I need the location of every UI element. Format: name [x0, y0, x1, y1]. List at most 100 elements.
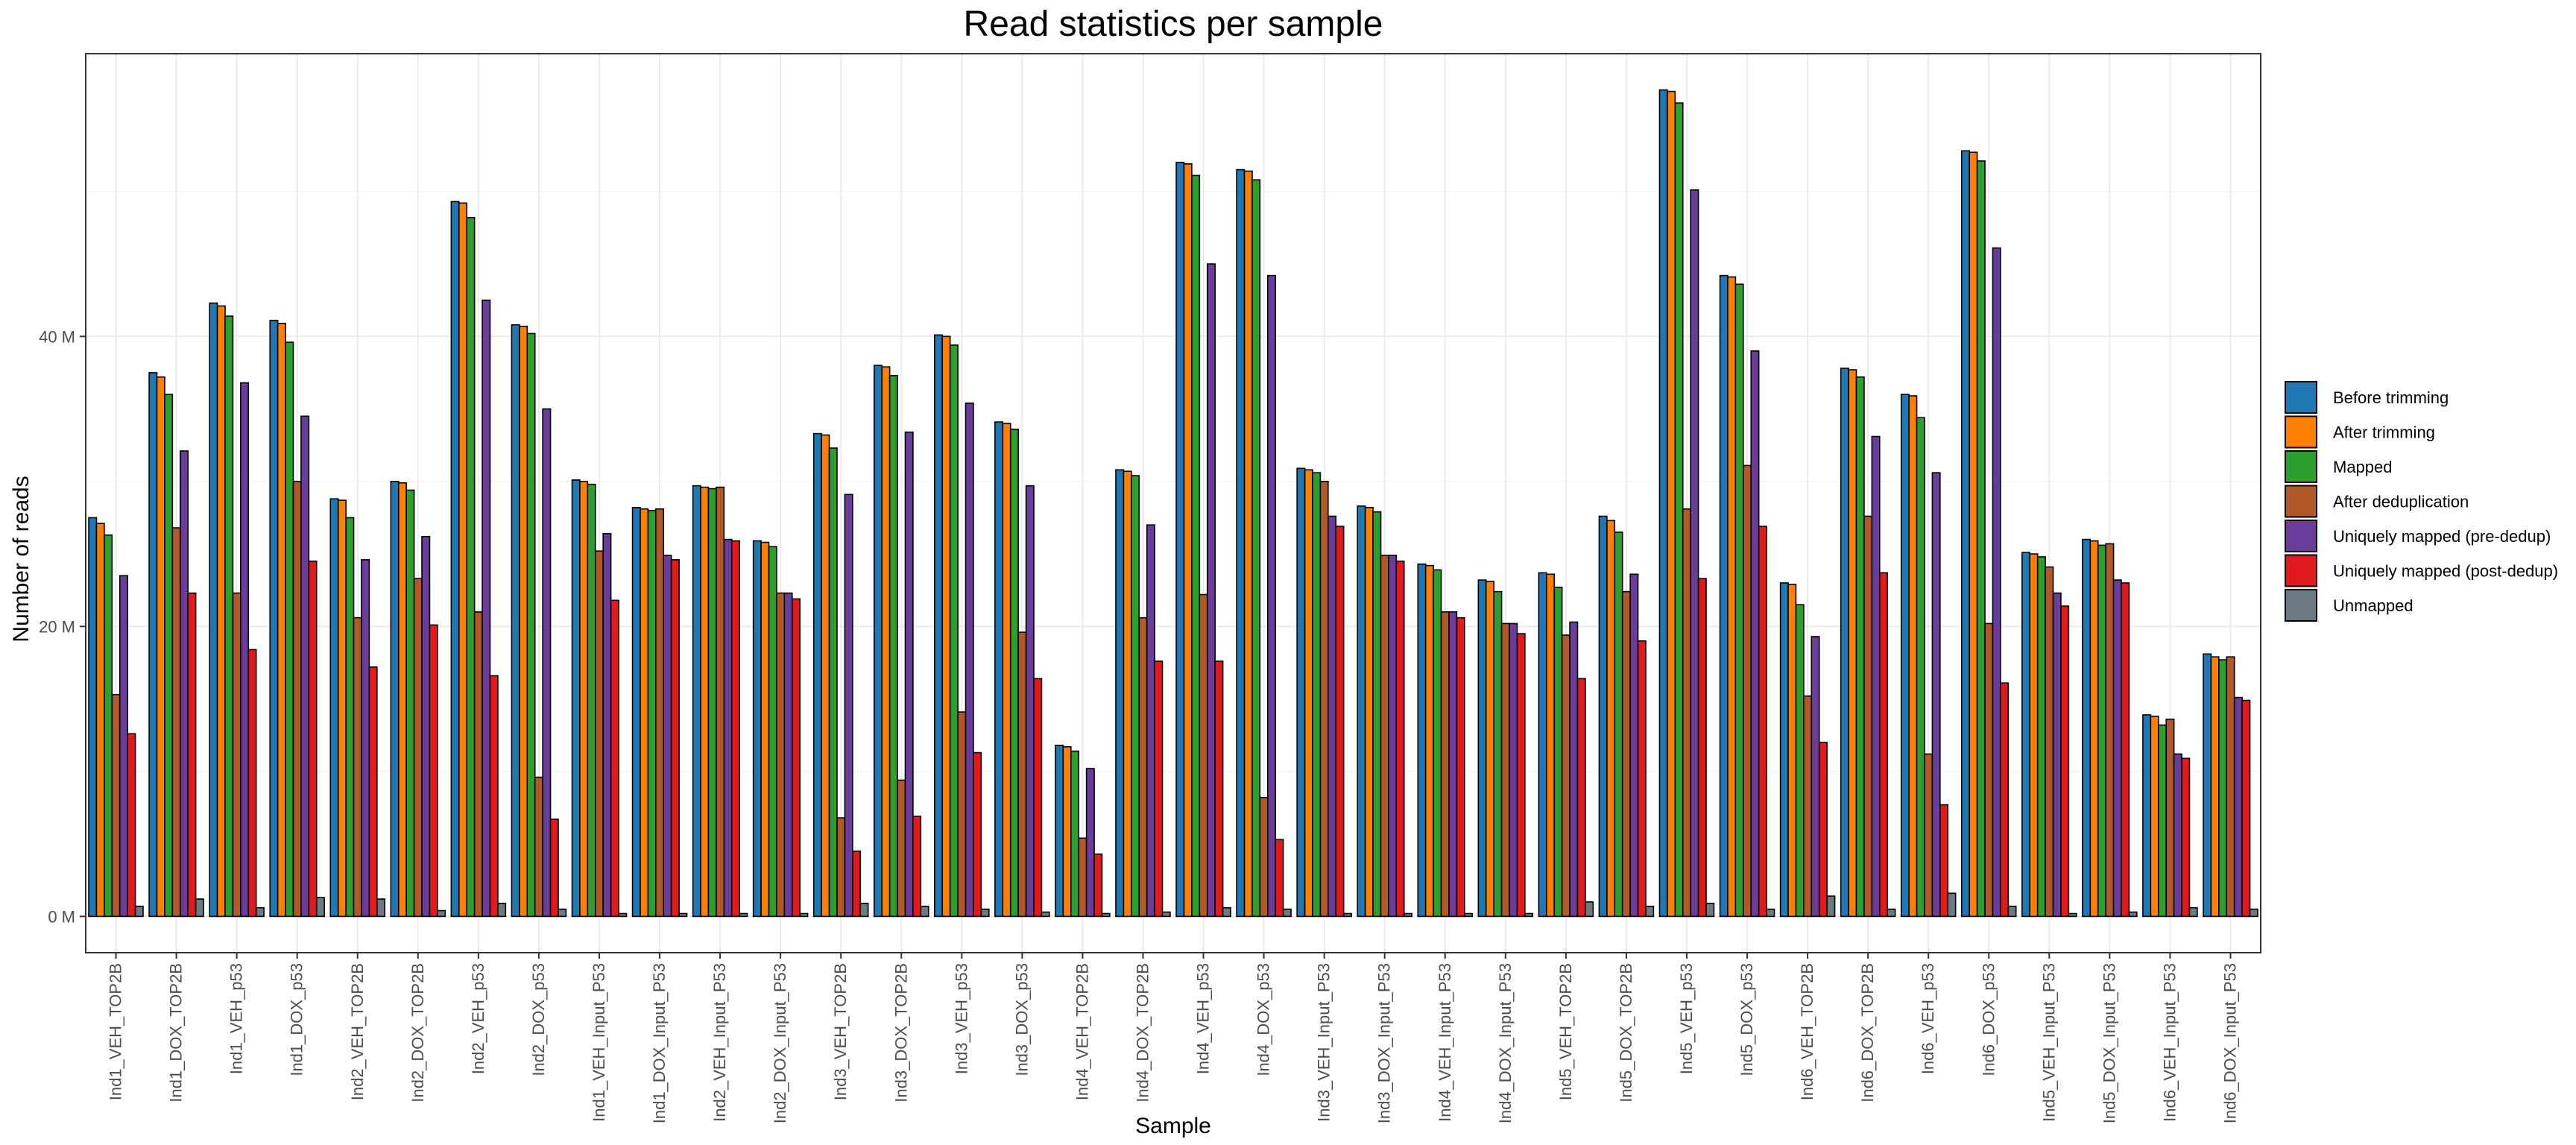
bar	[1947, 892, 1957, 918]
x-tick-label: Ind3_VEH_p53	[952, 963, 970, 1074]
bar	[2226, 656, 2235, 918]
x-tick-label: Ind5_DOX_p53	[1737, 963, 1756, 1076]
bar	[1509, 622, 1518, 918]
legend-swatch	[2285, 381, 2317, 414]
bar	[1787, 584, 1797, 918]
bar	[1758, 526, 1767, 918]
bar	[663, 555, 672, 918]
bar	[1319, 481, 1329, 918]
bar	[497, 903, 507, 918]
bar	[1017, 631, 1027, 918]
bar	[458, 202, 468, 918]
bar	[934, 334, 944, 918]
bar	[2089, 540, 2099, 918]
x-tick-label: Ind6_VEH_Input_P53	[2160, 963, 2179, 1122]
bar	[1183, 163, 1193, 918]
bar	[941, 335, 951, 918]
bar	[187, 592, 197, 918]
bar	[1561, 634, 1570, 918]
bar	[881, 366, 891, 918]
x-tick-label: Ind6_VEH_p53	[1919, 963, 1937, 1074]
bar	[1335, 526, 1345, 918]
x-tick-label: Ind5_DOX_Input_P53	[2100, 963, 2118, 1123]
x-tick-label: Ind6_VEH_TOP2B	[1798, 963, 1816, 1100]
bar	[534, 776, 543, 918]
bar	[1766, 908, 1775, 918]
bar	[1871, 435, 1881, 918]
bar	[1456, 616, 1465, 918]
bar	[164, 394, 174, 918]
bar	[2082, 538, 2092, 918]
bar	[1743, 464, 1752, 918]
bar	[1078, 837, 1087, 918]
bar	[1524, 912, 1534, 918]
bar	[1222, 906, 1231, 918]
x-tick-label: Ind5_DOX_TOP2B	[1617, 963, 1635, 1103]
bar	[300, 415, 310, 918]
x-tick-label: Ind6_DOX_p53	[1979, 963, 1998, 1076]
bar	[2142, 714, 2152, 918]
bar	[542, 408, 552, 918]
bar	[1477, 579, 1487, 918]
bar	[1417, 563, 1427, 918]
bar	[2241, 699, 2251, 918]
x-axis-label: Sample	[1135, 1114, 1211, 1138]
bar	[2173, 753, 2182, 918]
bar	[579, 481, 589, 918]
bar	[397, 482, 407, 918]
bar	[1606, 520, 1616, 918]
bar	[1146, 524, 1155, 918]
bar	[376, 898, 386, 918]
bar	[437, 909, 446, 918]
legend-label: Before trimming	[2333, 388, 2449, 407]
bar	[1538, 572, 1547, 918]
bar	[1062, 745, 1072, 918]
bar	[179, 450, 189, 918]
bar	[489, 675, 499, 918]
bar	[752, 540, 762, 918]
bar	[195, 898, 204, 918]
bar	[1259, 797, 1269, 918]
bar	[2097, 544, 2106, 918]
bar	[965, 402, 974, 918]
bar	[791, 598, 801, 918]
bar	[1516, 633, 1526, 918]
bar	[1312, 472, 1322, 918]
bar	[1614, 532, 1623, 918]
bar	[1403, 912, 1412, 918]
bar	[1719, 274, 1729, 918]
x-tick-label: Ind2_VEH_TOP2B	[348, 963, 367, 1100]
bar	[1243, 170, 1253, 918]
bar	[2203, 653, 2212, 918]
bar	[2121, 582, 2130, 918]
bar	[329, 498, 339, 918]
y-axis-ticks: 0 M 20 M 40 M	[39, 327, 86, 926]
bar	[799, 912, 809, 918]
legend-label: After deduplication	[2333, 493, 2469, 511]
bar	[216, 305, 226, 918]
bar	[224, 315, 234, 918]
bar	[1175, 162, 1185, 918]
bar	[1131, 475, 1140, 918]
bar	[1033, 678, 1043, 918]
x-tick-label: Ind1_DOX_p53	[288, 963, 306, 1076]
bar	[594, 550, 604, 918]
y-tick-label: 40 M	[39, 327, 75, 346]
bar	[670, 559, 680, 918]
bar	[345, 517, 355, 918]
bar	[2052, 592, 2062, 918]
bar	[2007, 905, 2017, 918]
bar	[1795, 604, 1805, 918]
bar	[1440, 611, 1450, 918]
bar	[1464, 912, 1474, 918]
bar	[1055, 745, 1064, 918]
bar	[209, 302, 218, 918]
bar	[308, 561, 318, 918]
bar	[1493, 590, 1503, 918]
bar	[692, 485, 701, 918]
bar	[897, 779, 906, 918]
bar	[466, 217, 476, 918]
bar	[821, 434, 830, 918]
bar	[1848, 369, 1857, 918]
